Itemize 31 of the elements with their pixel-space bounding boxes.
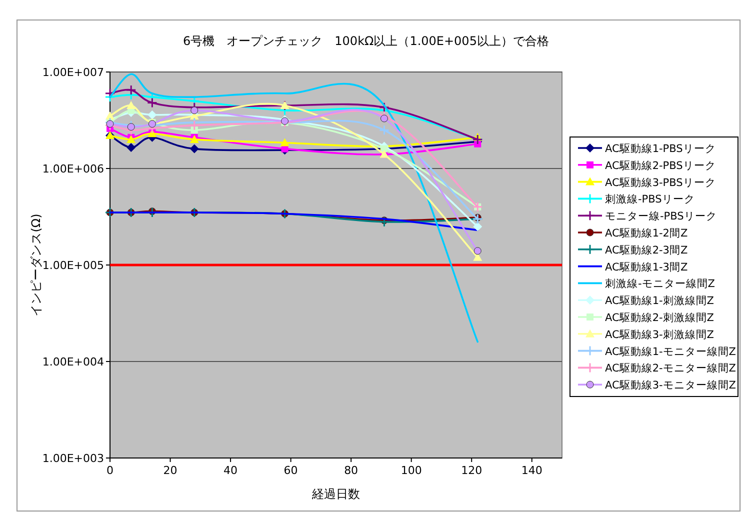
x-tick-label: 100 (400, 464, 422, 477)
legend-label: AC駆動線3-PBSリーク (605, 176, 716, 189)
x-tick-label: 80 (344, 464, 358, 477)
y-axis-title: インピーダンス(Ω) (29, 214, 43, 316)
legend-label: AC駆動線1-3間Z (605, 261, 688, 274)
legend-label: AC駆動線2-PBSリーク (605, 160, 716, 172)
legend-label: AC駆動線3-刺激線間Z (605, 328, 714, 341)
legend-label: AC駆動線3-モニター線間Z (605, 380, 736, 392)
legend-label: AC駆動線1-モニター線間Z (605, 346, 736, 358)
x-tick-label: 120 (461, 464, 482, 477)
legend-label: AC駆動線2-3間Z (605, 244, 688, 256)
legend-label: 刺激線-モニター線間Z (605, 277, 715, 290)
y-tick-label: 1.00E+007 (42, 66, 104, 79)
legend-label: AC駆動線2-モニター線間Z (605, 362, 736, 375)
y-tick-label: 1.00E+003 (42, 452, 104, 465)
legend-label: AC駆動線1-刺激線間Z (605, 294, 714, 308)
y-tick-label: 1.00E+004 (42, 356, 104, 368)
chart-title: 6号機 オープンチェック 100kΩ以上（1.00E+005以上）で合格 (183, 34, 549, 48)
y-tick-label: 1.00E+006 (42, 162, 104, 176)
y-tick-label: 1.00E+005 (42, 259, 104, 272)
legend-label: AC駆動線1-2間Z (605, 228, 688, 240)
x-tick-label: 0 (106, 464, 114, 477)
x-axis-title: 経過日数 (311, 487, 360, 501)
legend-label: AC駆動線2-刺激線間Z (605, 311, 714, 324)
x-tick-label: 60 (284, 464, 298, 477)
legend-label: モニター線-PBSリーク (605, 210, 717, 223)
x-tick-label: 140 (521, 464, 542, 477)
legend-label: AC駆動線1-PBSリーク (605, 143, 716, 155)
x-tick-label: 20 (163, 464, 178, 477)
x-tick-label: 40 (224, 464, 238, 477)
legend-label: 刺激線-PBSリーク (605, 192, 695, 206)
